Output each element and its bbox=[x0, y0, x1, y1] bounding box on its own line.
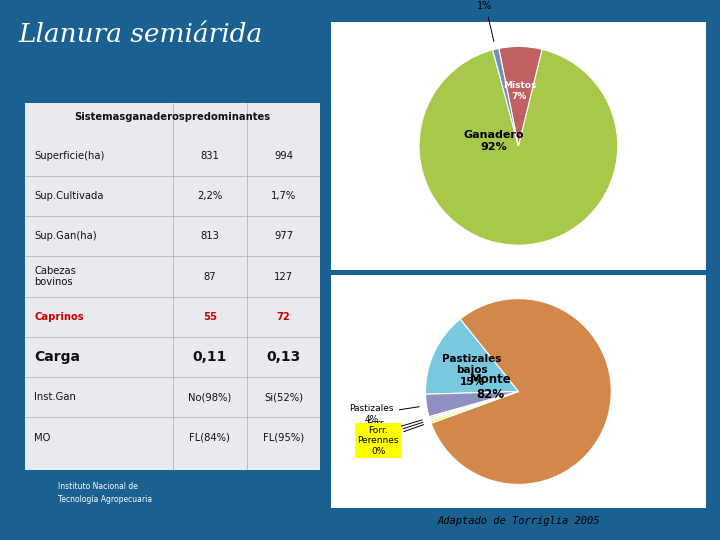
Text: Monte
82%: Monte 82% bbox=[469, 373, 511, 401]
Wedge shape bbox=[499, 46, 542, 146]
Text: Pastizales
4%: Pastizales 4% bbox=[349, 404, 419, 424]
Text: Adaptado de Torriglia 2005: Adaptado de Torriglia 2005 bbox=[437, 516, 600, 526]
Text: Sup.Gan(ha): Sup.Gan(ha) bbox=[34, 231, 96, 241]
Text: Carga: Carga bbox=[34, 350, 80, 364]
Text: Mistos
7%: Mistos 7% bbox=[503, 82, 536, 101]
Text: Superficie(ha): Superficie(ha) bbox=[34, 151, 104, 161]
Text: Ganadero
92%: Ganadero 92% bbox=[463, 130, 524, 152]
Text: 2,2%: 2,2% bbox=[197, 191, 222, 201]
Text: Tecnología Agropecuaria: Tecnología Agropecuaria bbox=[58, 495, 152, 504]
Text: Inst.Gan: Inst.Gan bbox=[34, 393, 76, 402]
Text: 994: 994 bbox=[274, 151, 293, 161]
Wedge shape bbox=[426, 392, 518, 417]
Text: FL(95%): FL(95%) bbox=[263, 433, 304, 443]
Text: No(98%): No(98%) bbox=[188, 393, 231, 402]
Text: Sup.Cultivada: Sup.Cultivada bbox=[34, 191, 104, 201]
Text: 72: 72 bbox=[276, 312, 290, 322]
Text: 127: 127 bbox=[274, 272, 293, 281]
Text: 831: 831 bbox=[200, 151, 219, 161]
Text: 55: 55 bbox=[203, 312, 217, 322]
Text: Pastizales
bajos
15%: Pastizales bajos 15% bbox=[442, 354, 502, 387]
Text: 1,7%: 1,7% bbox=[271, 191, 296, 201]
Wedge shape bbox=[419, 49, 618, 245]
Text: Llanura semiárida: Llanura semiárida bbox=[18, 22, 262, 46]
Text: 0,13: 0,13 bbox=[266, 350, 301, 364]
Text: Cabezas
bovinos: Cabezas bovinos bbox=[34, 266, 76, 287]
Text: Caprinos: Caprinos bbox=[34, 312, 84, 322]
Text: Rastrojos
0%: Rastrojos 0% bbox=[356, 422, 423, 447]
Text: 0,11: 0,11 bbox=[192, 350, 227, 364]
Text: Si(52%): Si(52%) bbox=[264, 393, 303, 402]
Text: Instituto Nacional de: Instituto Nacional de bbox=[58, 482, 138, 491]
Wedge shape bbox=[492, 49, 518, 146]
Wedge shape bbox=[430, 392, 518, 421]
Wedge shape bbox=[431, 299, 611, 484]
Wedge shape bbox=[431, 392, 518, 423]
Text: MO: MO bbox=[34, 433, 50, 443]
Text: 977: 977 bbox=[274, 231, 293, 241]
Text: Agricola
1%: Agricola 1% bbox=[464, 0, 504, 42]
Text: Forr.
Perennes
0%: Forr. Perennes 0% bbox=[357, 424, 424, 456]
Text: 87: 87 bbox=[203, 272, 216, 281]
Text: Forr.
Anuales
0%: Forr. Anuales 0% bbox=[358, 418, 422, 449]
Wedge shape bbox=[429, 392, 518, 419]
Text: FL(84%): FL(84%) bbox=[189, 433, 230, 443]
Text: 813: 813 bbox=[200, 231, 219, 241]
Wedge shape bbox=[426, 319, 518, 394]
Text: Sistemasganaderospredominantes: Sistemasganaderospredominantes bbox=[75, 112, 271, 122]
